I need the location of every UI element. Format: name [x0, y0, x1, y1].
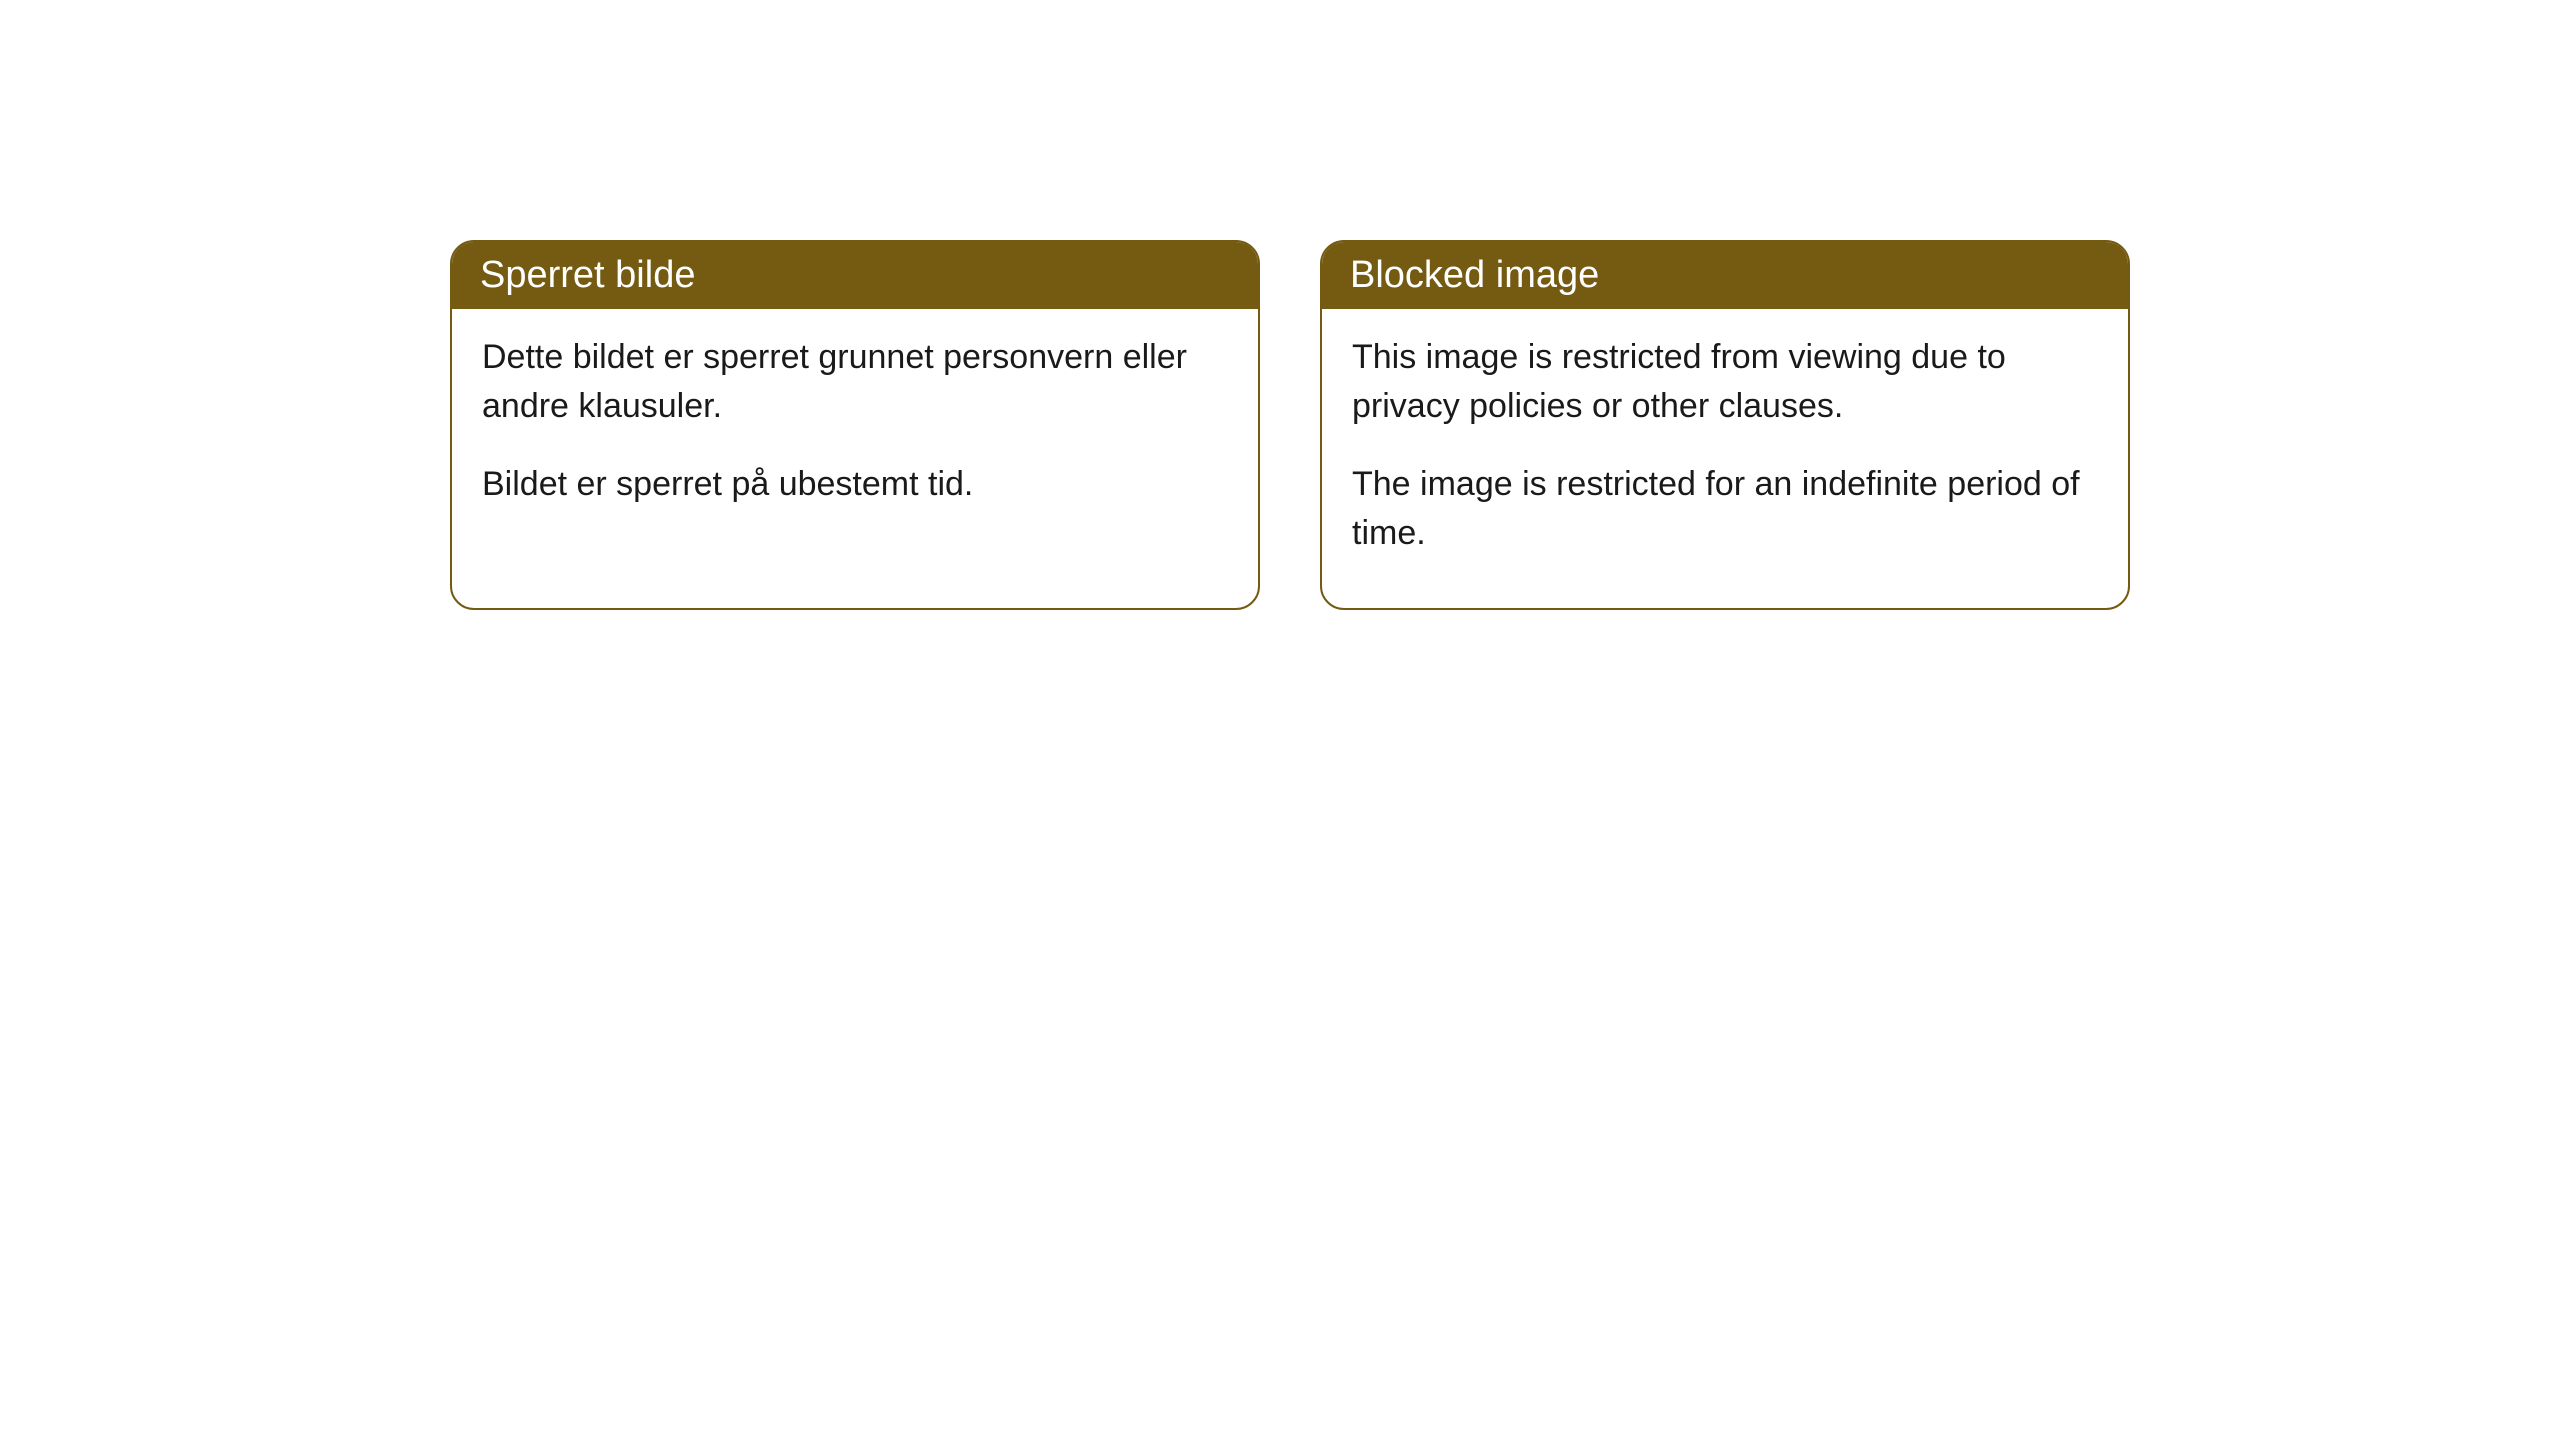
- card-title: Sperret bilde: [480, 254, 695, 296]
- notice-card-english: Blocked image This image is restricted f…: [1320, 240, 2130, 610]
- card-title: Blocked image: [1350, 254, 1599, 296]
- card-paragraph: The image is restricted for an indefinit…: [1352, 460, 2098, 559]
- card-paragraph: Bildet er sperret på ubestemt tid.: [482, 460, 1228, 509]
- card-header-norwegian: Sperret bilde: [452, 242, 1258, 309]
- notice-cards-container: Sperret bilde Dette bildet er sperret gr…: [450, 240, 2130, 610]
- card-paragraph: Dette bildet er sperret grunnet personve…: [482, 333, 1228, 432]
- notice-card-norwegian: Sperret bilde Dette bildet er sperret gr…: [450, 240, 1260, 610]
- card-paragraph: This image is restricted from viewing du…: [1352, 333, 2098, 432]
- card-header-english: Blocked image: [1322, 242, 2128, 309]
- card-body-norwegian: Dette bildet er sperret grunnet personve…: [452, 309, 1258, 559]
- card-body-english: This image is restricted from viewing du…: [1322, 309, 2128, 608]
